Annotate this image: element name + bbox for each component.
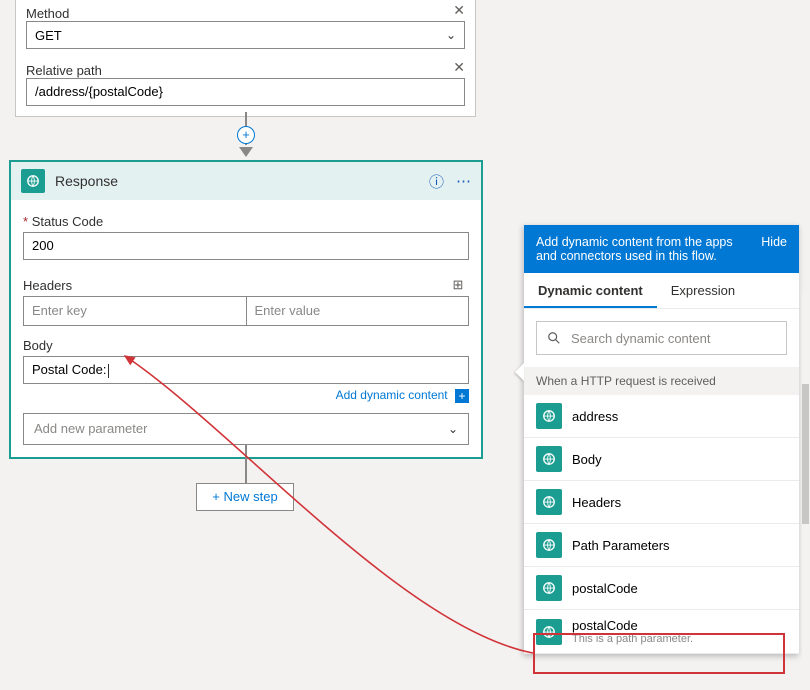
dynamic-item[interactable]: Path Parameters: [524, 524, 799, 567]
globe-icon: [536, 446, 562, 472]
section-title: When a HTTP request is received: [524, 367, 799, 395]
close-icon[interactable]: ✕: [453, 59, 465, 76]
card-header[interactable]: Response ⓘ ⋯: [11, 162, 481, 200]
dynamic-item[interactable]: Headers: [524, 481, 799, 524]
method-value: GET: [35, 28, 62, 43]
chevron-down-icon: ⌄: [446, 28, 456, 42]
status-code-input[interactable]: 200: [23, 232, 469, 260]
response-card: Response ⓘ ⋯ * Status Code 200 Headers ⊞…: [9, 160, 483, 459]
connector-line: [245, 445, 247, 483]
chevron-down-icon: ⌄: [448, 422, 458, 436]
tab-dynamic-content[interactable]: Dynamic content: [524, 273, 657, 308]
body-label: Body: [23, 338, 469, 353]
search-icon: [547, 331, 561, 345]
card-title: Response: [55, 173, 417, 189]
dynamic-item[interactable]: Body: [524, 438, 799, 481]
tab-expression[interactable]: Expression: [657, 273, 749, 308]
dynamic-content-panel: Add dynamic content from the apps and co…: [524, 225, 799, 654]
body-input[interactable]: Postal Code:: [23, 356, 469, 384]
dynamic-item[interactable]: address: [524, 395, 799, 438]
panel-pointer: [515, 363, 524, 381]
globe-icon: [536, 575, 562, 601]
connector-arrow: [239, 147, 253, 157]
dynamic-item[interactable]: postalCode: [524, 567, 799, 610]
new-step-button[interactable]: + New step: [196, 483, 294, 511]
header-key-input[interactable]: Enter key: [23, 296, 247, 326]
info-icon[interactable]: ⓘ: [429, 171, 444, 192]
globe-icon: [536, 619, 562, 645]
panel-header: Add dynamic content from the apps and co…: [524, 225, 799, 273]
add-parameter-select[interactable]: Add new parameter ⌄: [23, 413, 469, 445]
hide-link[interactable]: Hide: [761, 235, 787, 263]
dynamic-item[interactable]: postalCodeThis is a path parameter.: [524, 610, 799, 654]
relative-path-label: Relative path: [26, 63, 102, 78]
globe-icon: [536, 532, 562, 558]
method-label: Method: [26, 6, 69, 21]
insert-step-button[interactable]: +: [237, 126, 255, 144]
scrollbar[interactable]: [802, 294, 809, 689]
globe-icon: [536, 403, 562, 429]
more-icon[interactable]: ⋯: [456, 172, 471, 190]
plus-icon[interactable]: +: [455, 389, 469, 403]
switch-mode-icon[interactable]: ⊞: [447, 277, 469, 293]
globe-icon: [21, 169, 45, 193]
globe-icon: [536, 489, 562, 515]
headers-label: Headers: [23, 278, 72, 293]
headers-row: Enter key Enter value: [23, 296, 469, 326]
method-select[interactable]: GET ⌄: [26, 21, 465, 49]
relative-path-input[interactable]: /address/{postalCode}: [26, 78, 465, 106]
close-icon[interactable]: ✕: [453, 2, 465, 19]
header-value-input[interactable]: Enter value: [247, 296, 470, 326]
trigger-card: Method ✕ GET ⌄ Relative path ✕ /address/…: [15, 0, 476, 117]
status-code-label: Status Code: [32, 214, 104, 229]
add-dynamic-link[interactable]: Add dynamic content: [336, 388, 448, 402]
search-input[interactable]: Search dynamic content: [536, 321, 787, 355]
